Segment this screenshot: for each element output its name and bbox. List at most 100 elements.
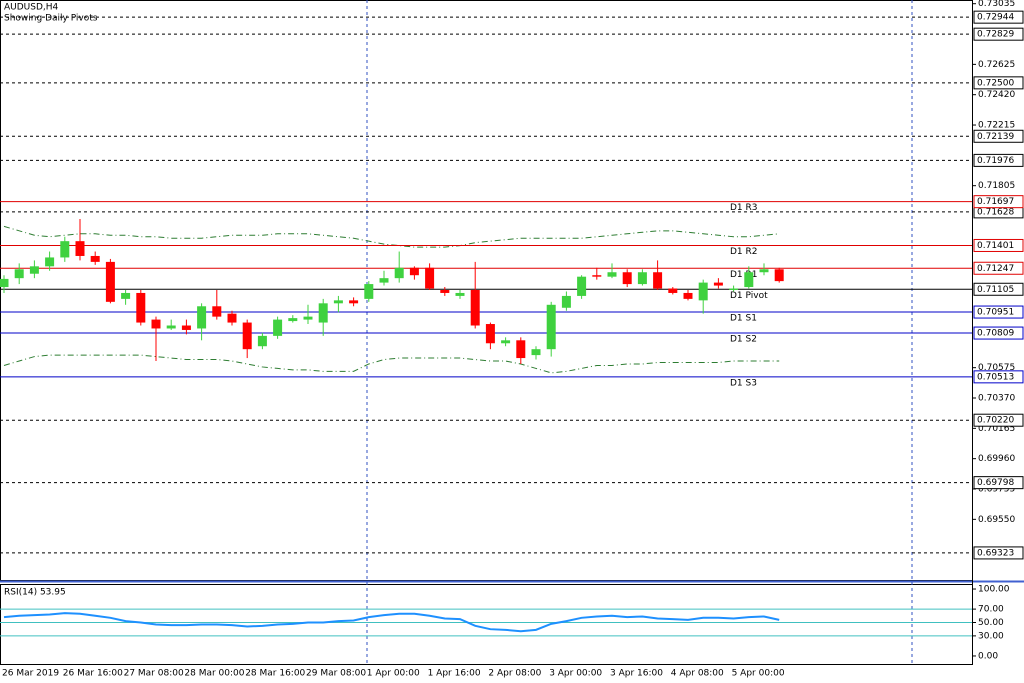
y-tick-label: 0.73035 — [978, 0, 1015, 9]
x-tick-label: 28 Mar 00:00 — [184, 669, 244, 679]
envelope-line — [3, 354, 780, 374]
x-tick-label: 26 Mar 16:00 — [63, 669, 123, 679]
y-tick-label: 0.70370 — [978, 394, 1015, 404]
pivot-label: 0.71697 — [977, 197, 1014, 207]
x-tick-label: 27 Mar 08:00 — [124, 669, 184, 679]
level-label: 0.70220 — [977, 416, 1014, 426]
candle-body — [14, 269, 24, 279]
pivot-name: D1 S2 — [730, 335, 757, 345]
candle-body — [683, 292, 693, 299]
candle-body — [440, 290, 450, 293]
x-tick-label: 2 Apr 08:00 — [488, 669, 541, 679]
pivot-name: D1 R1 — [730, 270, 758, 280]
candle-body — [774, 269, 784, 282]
rsi-title: RSI(14) 53.95 — [4, 588, 66, 598]
candle-body — [668, 288, 678, 293]
candle-body — [121, 292, 131, 299]
level-box — [973, 546, 1024, 560]
candle-body — [394, 267, 404, 279]
pivot-label: 0.70513 — [977, 372, 1014, 382]
candle-body — [288, 318, 298, 322]
x-tick-label: 26 Mar 2019 — [2, 669, 59, 679]
level-label: 0.72139 — [977, 132, 1014, 142]
candle-body — [151, 319, 161, 329]
level-box — [973, 413, 1024, 427]
candle-body — [197, 306, 207, 329]
y-tick-label: 0.70575 — [978, 363, 1015, 373]
candle-body — [60, 241, 70, 258]
candle-body — [425, 267, 435, 289]
y-tick-label: 0.72215 — [978, 121, 1015, 131]
level-label: 0.71976 — [977, 156, 1014, 166]
pivot-label: 0.71401 — [977, 241, 1014, 251]
pivot-box — [973, 195, 1024, 209]
level-box — [973, 76, 1024, 90]
x-tick-label: 4 Apr 08:00 — [671, 669, 724, 679]
y-tick-label: 0.72625 — [978, 60, 1015, 70]
y-tick-label: 0.70165 — [978, 424, 1015, 434]
candle-body — [592, 275, 602, 277]
level-box — [973, 476, 1024, 490]
pivot-label: 0.70951 — [977, 308, 1014, 318]
level-box — [973, 10, 1024, 24]
candle-body — [516, 340, 526, 359]
main-panel — [0, 0, 973, 581]
level-label: 0.71628 — [977, 207, 1014, 217]
x-tick-label: 3 Apr 00:00 — [549, 669, 602, 679]
candle-body — [501, 340, 511, 344]
candle-body — [637, 272, 647, 285]
candle-body — [607, 272, 617, 277]
candle-body — [713, 282, 723, 286]
candle-body — [257, 335, 267, 347]
candle-body — [45, 257, 55, 267]
candle-body — [181, 325, 191, 330]
y-tick-label: 0.69550 — [978, 515, 1015, 525]
level-label: 0.69323 — [977, 548, 1014, 558]
y-tick-label: 100.00 — [978, 585, 1010, 595]
rsi-panel — [0, 584, 973, 665]
level-box — [973, 129, 1024, 143]
candle-body — [409, 267, 419, 276]
level-box — [973, 27, 1024, 41]
chart-subtitle: Showing Daily Pivots — [4, 14, 98, 24]
candle-body — [531, 349, 541, 356]
candle-body — [136, 292, 146, 323]
y-tick-label: 0.71805 — [978, 181, 1015, 191]
level-label: 0.72829 — [977, 30, 1014, 40]
candle-body — [744, 272, 754, 288]
candle-body — [333, 300, 343, 304]
y-tick-label: 0.69960 — [978, 454, 1015, 464]
pivot-box — [973, 261, 1024, 275]
level-label: 0.72500 — [977, 78, 1014, 88]
candle-body — [0, 278, 9, 288]
candle-body — [577, 276, 587, 296]
candle-body — [729, 288, 739, 290]
candle-body — [349, 300, 359, 304]
pivot-box — [973, 305, 1024, 319]
y-tick-label: 50.00 — [978, 618, 1004, 628]
candle-body — [166, 325, 176, 329]
x-tick-label: 28 Mar 16:00 — [245, 669, 305, 679]
level-label: 0.72944 — [977, 13, 1014, 23]
x-tick-label: 1 Apr 16:00 — [428, 669, 481, 679]
x-tick-label: 3 Apr 16:00 — [610, 669, 663, 679]
candle-body — [485, 324, 495, 344]
x-tick-label: 1 Apr 00:00 — [367, 669, 420, 679]
candle-body — [242, 322, 252, 350]
pivot-name: D1 R2 — [730, 247, 758, 257]
candle-body — [653, 272, 663, 289]
candle-body — [90, 255, 100, 262]
pivot-name: D1 R3 — [730, 203, 758, 213]
candle-body — [470, 290, 480, 326]
level-box — [973, 153, 1024, 167]
y-tick-label: 70.00 — [978, 605, 1004, 615]
level-label: 0.69798 — [977, 478, 1014, 488]
pivot-box — [973, 238, 1024, 252]
candle-body — [227, 313, 237, 323]
pivot-name: D1 Pivot — [730, 291, 768, 301]
candle-body — [318, 303, 328, 323]
x-tick-label: 5 Apr 00:00 — [732, 669, 785, 679]
candle-body — [561, 295, 571, 308]
